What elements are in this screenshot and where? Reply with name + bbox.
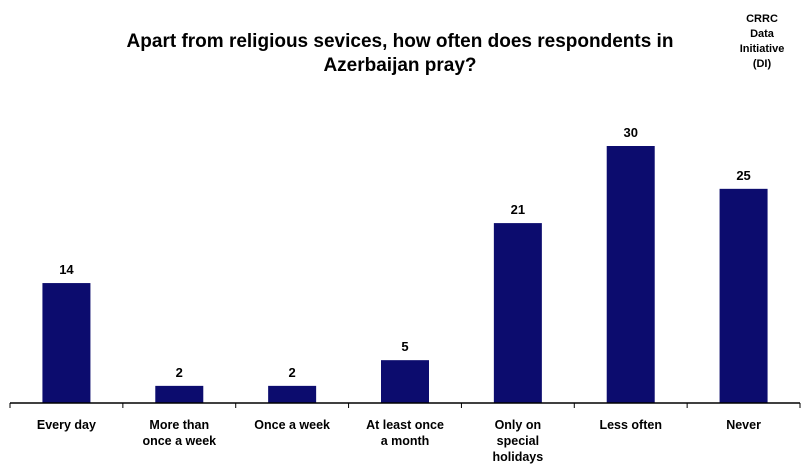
category-label-6: Never — [726, 418, 761, 432]
bar-0 — [42, 283, 90, 403]
bar-3 — [381, 360, 429, 403]
bar-5 — [607, 146, 655, 403]
data-label-4: 21 — [511, 202, 525, 217]
bar-6 — [720, 189, 768, 403]
data-label-2: 2 — [289, 365, 296, 380]
category-label-1: More than once a week — [142, 418, 216, 448]
data-label-3: 5 — [401, 339, 408, 354]
category-label-2: Once a week — [254, 418, 330, 432]
bar-1 — [155, 386, 203, 403]
bar-2 — [268, 386, 316, 403]
bar-4 — [494, 223, 542, 403]
category-label-3: At least once a month — [366, 418, 444, 448]
category-label-5: Less often — [599, 418, 662, 432]
category-label-0: Every day — [37, 418, 96, 432]
data-label-0: 14 — [59, 262, 74, 277]
category-label-4: Only on special holidays — [492, 418, 543, 464]
data-label-1: 2 — [176, 365, 183, 380]
data-label-5: 30 — [623, 125, 637, 140]
data-label-6: 25 — [736, 168, 750, 183]
